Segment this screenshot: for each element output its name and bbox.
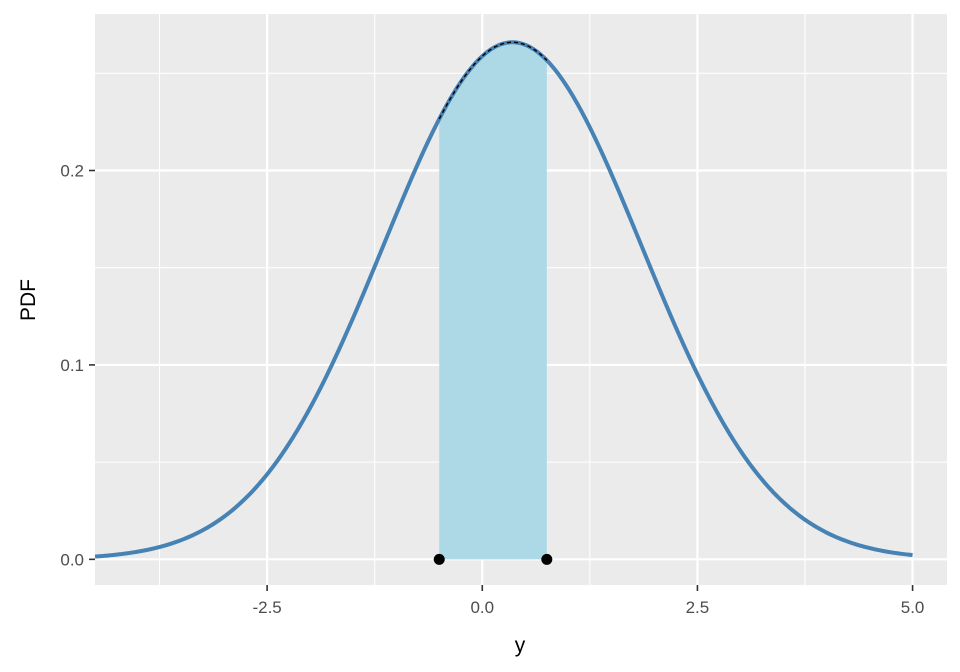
x-axis-title: y <box>515 634 526 657</box>
data-point-1 <box>433 553 445 565</box>
points-layer <box>433 553 553 565</box>
y-tick-label: 0.1 <box>60 356 84 375</box>
y-tick-label: 0.2 <box>60 162 84 181</box>
x-tick-label: 0.0 <box>470 598 494 617</box>
shaded-area <box>439 42 547 560</box>
y-tick-label: 0.0 <box>60 550 84 569</box>
x-axis: -2.5 0.0 2.5 5.0 <box>252 585 924 617</box>
y-axis-title: PDF <box>17 279 40 321</box>
x-tick-label: 5.0 <box>901 598 925 617</box>
shaded-region-outline <box>438 41 548 120</box>
data-point-2 <box>541 553 553 565</box>
x-tick-label: 2.5 <box>686 598 710 617</box>
x-tick-label: -2.5 <box>252 598 281 617</box>
y-axis: 0.0 0.1 0.2 <box>60 162 95 569</box>
